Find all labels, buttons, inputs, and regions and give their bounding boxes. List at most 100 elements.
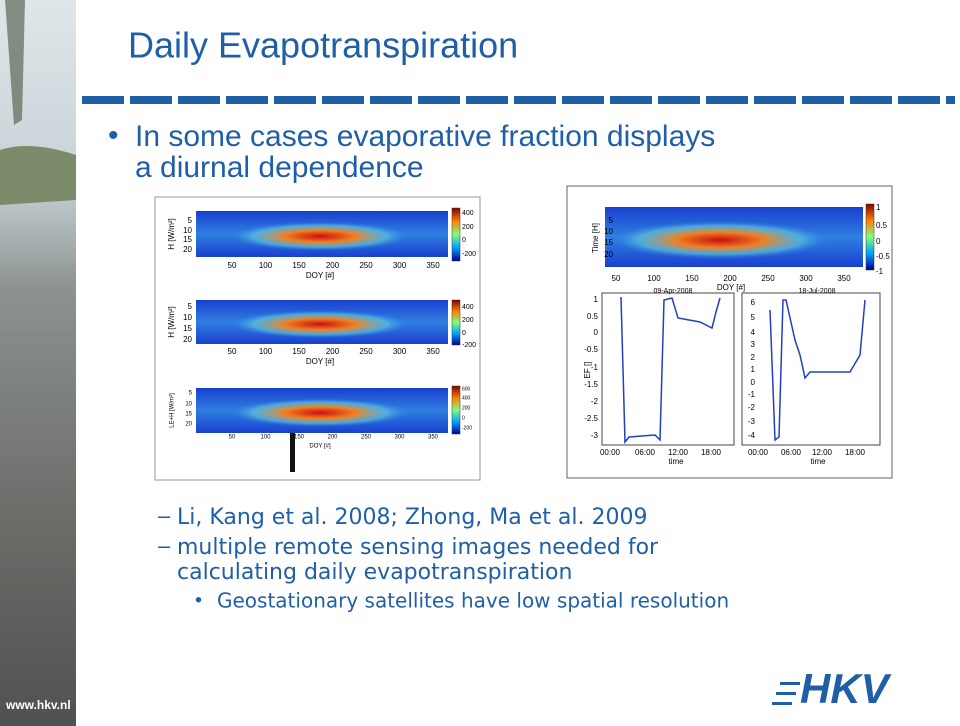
x-tick-label: 18:00 xyxy=(845,448,866,457)
y-tick-label: 5 xyxy=(188,216,193,225)
sub-bullet: Li, Kang et al. 2008; Zhong, Ma et al. 2… xyxy=(177,505,647,530)
y-tick-label: -1 xyxy=(591,363,599,372)
plot-frame xyxy=(601,292,735,446)
plot-frame xyxy=(741,292,881,446)
y-tick-label: 0 xyxy=(594,328,599,337)
colorbar-label: 0 xyxy=(462,415,465,421)
x-tick-label: 100 xyxy=(647,274,661,283)
y-tick-label: -2 xyxy=(748,403,756,412)
y-tick-label: 6 xyxy=(751,298,756,307)
y-tick-label: 0 xyxy=(751,378,756,387)
x-tick-label: 00:00 xyxy=(748,448,769,457)
sub-sub-bullet: Geostationary satellites have low spatia… xyxy=(217,589,729,613)
x-tick-label: 250 xyxy=(359,347,373,356)
logo-mark xyxy=(772,682,800,705)
x-tick-label: 150 xyxy=(292,347,306,356)
bullet-dot: • xyxy=(195,589,202,611)
x-tick-label: 50 xyxy=(228,261,237,270)
colorbar-label: 200 xyxy=(462,405,471,411)
x-tick-label: 250 xyxy=(359,261,373,270)
x-axis-label: DOY [#] xyxy=(309,444,331,450)
y-axis-label: Time [H] xyxy=(591,223,600,253)
x-tick-label: 350 xyxy=(428,435,439,441)
colorbar-label: 0 xyxy=(462,237,466,244)
x-tick-label: 150 xyxy=(685,274,699,283)
colorbar-label: -0.5 xyxy=(876,252,890,261)
y-tick-label: -3 xyxy=(591,431,599,440)
colorbar-label: 200 xyxy=(462,317,474,324)
y-tick-label: 10 xyxy=(185,402,192,408)
x-tick-label: 300 xyxy=(394,435,405,441)
colorbar xyxy=(451,207,461,262)
tree xyxy=(5,0,25,125)
title: Daily Evapotranspiration xyxy=(128,25,518,66)
y-tick-label: 1 xyxy=(751,365,756,374)
y-tick-label: 20 xyxy=(183,245,192,254)
y-axis-label: LE+H [W/m²] xyxy=(170,393,176,428)
x-tick-label: 06:00 xyxy=(635,448,656,457)
y-axis-label: H [W/m²] xyxy=(167,218,176,250)
x-tick-label: 150 xyxy=(292,261,306,270)
colorbar-label: 400 xyxy=(462,210,474,217)
y-axis-label: EF [] xyxy=(583,362,592,379)
x-tick-label: 350 xyxy=(426,261,440,270)
photo-strip xyxy=(0,0,76,726)
ef-curve xyxy=(620,296,721,445)
colorbar-label: -200 xyxy=(462,342,476,349)
colorbar-label: 1 xyxy=(876,203,881,212)
dash-marker: – xyxy=(158,533,171,558)
bullet-line: In some cases evaporative fraction displ… xyxy=(135,120,715,184)
y-tick-label: 2 xyxy=(751,353,756,362)
x-axis-label: time xyxy=(810,457,826,466)
date-label: 09-Apr-2008 xyxy=(654,288,693,295)
sub-bullet: multiple remote sensing images needed fo… xyxy=(177,535,659,585)
colorbar-label: 600 xyxy=(462,386,471,392)
shore xyxy=(0,146,76,205)
divider xyxy=(82,96,955,104)
logo: HKV xyxy=(800,665,892,712)
y-tick-label: 5 xyxy=(189,391,193,397)
y-tick-label: 5 xyxy=(751,313,756,322)
y-tick-label: 15 xyxy=(183,235,192,244)
x-tick-label: 50 xyxy=(229,435,236,441)
x-tick-label: 300 xyxy=(393,347,407,356)
x-tick-label: 50 xyxy=(228,347,237,356)
heatmap-hot xyxy=(610,220,830,260)
y-tick-label: -0.5 xyxy=(584,345,598,354)
heatmap-hot xyxy=(230,221,410,252)
x-tick-label: 50 xyxy=(612,274,621,283)
y-tick-label: 5 xyxy=(609,216,614,225)
x-tick-label: 100 xyxy=(259,347,273,356)
y-tick-label: 15 xyxy=(604,238,613,247)
colorbar-label: -200 xyxy=(462,425,472,431)
colorbar-label: -200 xyxy=(462,251,476,258)
x-tick-label: 200 xyxy=(327,435,338,441)
ef-curve xyxy=(769,299,866,442)
heatmap-hot xyxy=(230,398,410,428)
x-tick-label: 350 xyxy=(426,347,440,356)
y-tick-label: 3 xyxy=(751,340,756,349)
x-tick-label: 00:00 xyxy=(600,448,621,457)
colorbar xyxy=(451,299,461,346)
x-axis-label: time xyxy=(668,457,684,466)
y-tick-label: 5 xyxy=(188,302,193,311)
x-tick-label: 250 xyxy=(761,274,775,283)
y-axis-label: H [W/m²] xyxy=(167,306,176,338)
y-tick-label: 20 xyxy=(604,250,613,259)
x-tick-label: 100 xyxy=(260,435,271,441)
y-tick-label: 0.5 xyxy=(587,312,599,321)
colorbar xyxy=(865,203,875,271)
date-label: 18-Jul-2008 xyxy=(799,288,836,295)
y-tick-label: -2 xyxy=(591,397,599,406)
y-tick-label: -2.5 xyxy=(584,414,598,423)
y-tick-label: -1 xyxy=(748,390,756,399)
y-tick-label: 1 xyxy=(594,295,599,304)
x-tick-label: 150 xyxy=(294,435,305,441)
dash-marker: – xyxy=(158,503,171,528)
colorbar-label: 0.5 xyxy=(876,221,888,230)
x-tick-label: 06:00 xyxy=(781,448,802,457)
y-tick-label: 4 xyxy=(751,328,756,337)
x-axis-label: DOY [#] xyxy=(306,357,334,366)
x-tick-label: 200 xyxy=(326,261,340,270)
